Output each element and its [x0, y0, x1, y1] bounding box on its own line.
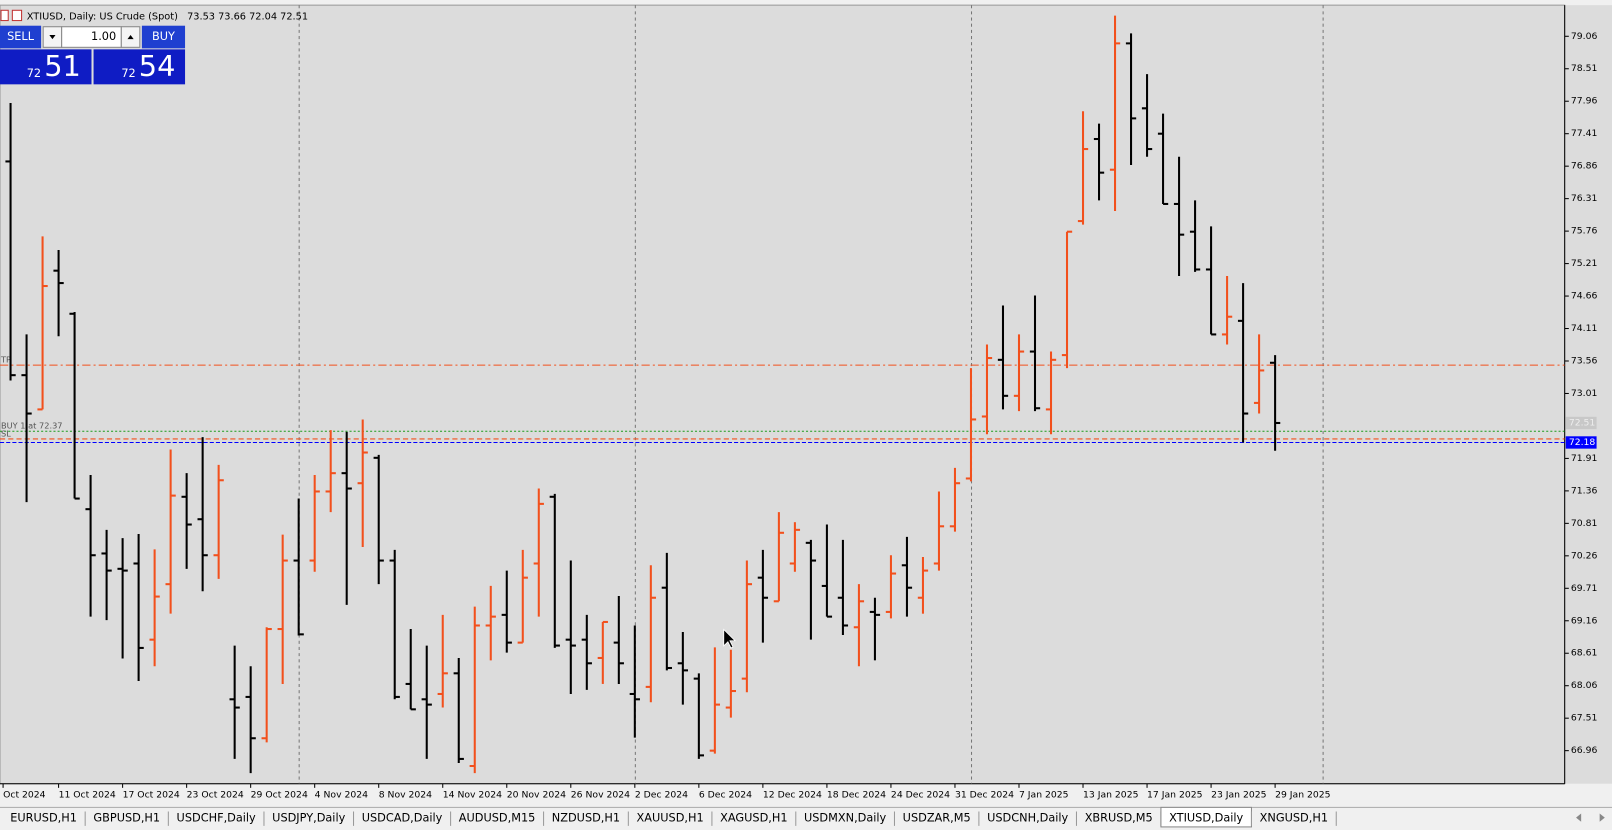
tab-label[interactable]: USDZAR,M5 [903, 812, 971, 825]
y-tick-label: 71.36 [1571, 485, 1598, 496]
x-tick-label: 23 Oct 2024 [187, 790, 244, 801]
x-tick-label: Oct 2024 [3, 790, 46, 801]
tab-label[interactable]: NZDUSD,H1 [552, 812, 620, 825]
y-tick-label: 69.71 [1571, 583, 1598, 594]
tab-label[interactable]: USDCNH,Daily [987, 812, 1068, 825]
x-tick-label: 11 Oct 2024 [59, 790, 116, 801]
header-symbol: XTIUSD, Daily: US Crude (Spot) [27, 11, 178, 22]
overlay: XTIUSD, Daily: US Crude (Spot) 73.53 73.… [0, 9, 1612, 830]
lot-value[interactable]: 1.00 [91, 30, 116, 43]
bid-small: 72 [27, 67, 41, 80]
ask-big: 54 [139, 49, 176, 83]
x-tick-label: 18 Dec 2024 [827, 790, 886, 801]
ask-box[interactable] [93, 49, 186, 85]
y-tick-label: 69.16 [1571, 615, 1598, 626]
y-tick-label: 77.96 [1571, 96, 1598, 107]
y-tick-label: 79.06 [1571, 31, 1598, 42]
x-tick-label: 8 Nov 2024 [379, 790, 432, 801]
x-tick-label: 31 Dec 2024 [955, 790, 1014, 801]
x-tick-label: 14 Nov 2024 [443, 790, 502, 801]
tab-label[interactable]: XTIUSD,Daily [1169, 812, 1243, 825]
bid-big: 51 [44, 49, 81, 83]
y-tick-label: 78.51 [1571, 63, 1598, 74]
price-marker-box [1565, 416, 1597, 430]
y-tick-label: 68.06 [1571, 680, 1598, 691]
x-tick-label: 26 Nov 2024 [571, 790, 630, 801]
mouse-cursor [723, 628, 737, 649]
x-tick-label: 29 Oct 2024 [251, 790, 308, 801]
y-tick-label: 76.86 [1571, 161, 1598, 172]
tab-label[interactable]: XBRUSD,M5 [1085, 812, 1153, 825]
tab-label[interactable]: XNGUSD,H1 [1260, 812, 1328, 825]
tab-label[interactable]: AUDUSD,M15 [459, 812, 536, 825]
y-tick-label: 74.66 [1571, 291, 1598, 302]
icon [11, 9, 23, 22]
price-marker-box [1565, 436, 1597, 449]
x-tick-label: 20 Nov 2024 [507, 790, 566, 801]
y-tick-label: 70.81 [1571, 518, 1598, 529]
buy-label[interactable]: BUY [152, 30, 175, 43]
tab-label[interactable]: XAGUSD,H1 [720, 812, 787, 825]
icon [0, 9, 9, 22]
scroll-left[interactable] [1576, 813, 1582, 822]
level-label: TP [0, 354, 11, 364]
plot-bg [0, 4, 1566, 785]
ask-small: 72 [121, 67, 135, 80]
y-tick-label: 77.41 [1571, 128, 1598, 139]
y-tick-label: 73.56 [1571, 355, 1598, 366]
sell-button[interactable] [0, 25, 42, 49]
scroll-right[interactable] [1599, 813, 1605, 822]
y-tick-label: 73.01 [1571, 388, 1598, 399]
x-tick-label: 13 Jan 2025 [1083, 790, 1139, 801]
tab-label[interactable]: USDJPY,Daily [272, 812, 345, 825]
x-tick-label: 4 Nov 2024 [315, 790, 368, 801]
tab-label[interactable]: GBPUSD,H1 [93, 812, 160, 825]
tab-label[interactable]: EURUSD,H1 [10, 812, 77, 825]
x-tick-label: 23 Jan 2025 [1211, 790, 1267, 801]
tab-label[interactable]: USDCHF,Daily [177, 812, 256, 825]
x-tick-label: 24 Dec 2024 [891, 790, 950, 801]
buy-button[interactable] [141, 25, 186, 49]
y-tick-label: 75.21 [1571, 258, 1598, 269]
price-marker-label: 72.18 [1569, 437, 1596, 448]
bid-box[interactable] [0, 49, 92, 85]
x-tick-label: 17 Oct 2024 [123, 790, 180, 801]
y-tick-label: 75.76 [1571, 226, 1598, 237]
tab-label[interactable]: XAUUSD,H1 [637, 812, 704, 825]
level-label: SL [1, 428, 11, 438]
y-tick-label: 76.31 [1571, 193, 1598, 204]
y-tick-label: 68.61 [1571, 648, 1598, 659]
x-tick-label: 29 Jan 2025 [1275, 790, 1331, 801]
y-tick-label: 67.51 [1571, 713, 1598, 724]
x-tick-label: 2 Dec 2024 [635, 790, 688, 801]
tab-label[interactable]: USDMXN,Daily [804, 812, 887, 825]
level-label: BUY 1 at 72.37 [1, 421, 63, 431]
y-tick-label: 66.96 [1571, 745, 1598, 756]
y-tick-label: 71.91 [1571, 453, 1598, 464]
x-tick-label: 6 Dec 2024 [699, 790, 752, 801]
sell-label[interactable]: SELL [7, 30, 35, 43]
y-tick-label: 70.26 [1571, 550, 1598, 561]
price-axis-bg [1564, 5, 1612, 784]
arrow-icon [49, 34, 56, 40]
y-tick-label: 74.11 [1571, 323, 1598, 334]
tab-label[interactable]: USDCAD,Daily [362, 812, 443, 825]
header-ohlc: 73.53 73.66 72.04 72.51 [187, 11, 308, 22]
x-tick-label: 7 Jan 2025 [1019, 790, 1069, 801]
arrow-icon [127, 34, 134, 40]
price-marker-label: 72.51 [1569, 417, 1596, 428]
x-tick-label: 12 Dec 2024 [763, 790, 822, 801]
x-tick-label: 17 Jan 2025 [1147, 790, 1203, 801]
